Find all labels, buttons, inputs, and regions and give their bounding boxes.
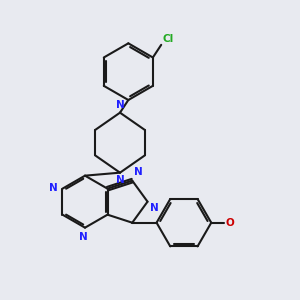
Text: N: N [116, 100, 124, 110]
Text: N: N [79, 232, 88, 242]
Text: O: O [225, 218, 234, 228]
Text: Cl: Cl [163, 34, 174, 44]
Text: N: N [149, 203, 158, 213]
Text: N: N [49, 183, 58, 193]
Text: N: N [116, 175, 124, 185]
Text: N: N [134, 167, 143, 177]
